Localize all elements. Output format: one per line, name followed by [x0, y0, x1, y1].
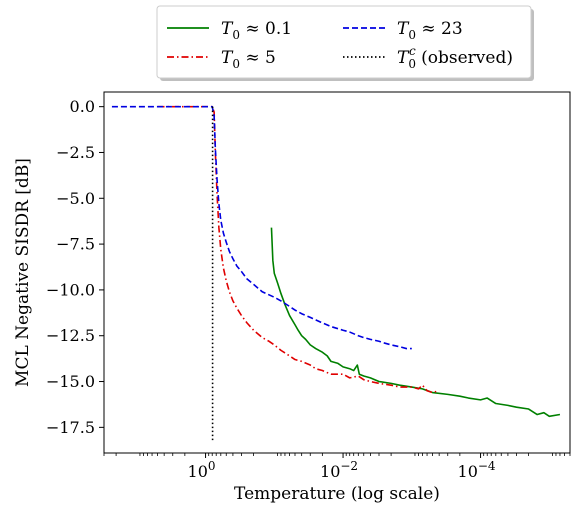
legend-label: T0 ≈ 0.1 [221, 19, 292, 42]
y-tick-label: −17.5 [46, 418, 95, 437]
legend-label: T0 ≈ 5 [221, 48, 276, 71]
plot-frame [103, 91, 571, 454]
series-line-2 [157, 105, 440, 394]
series-line-3 [111, 105, 412, 350]
legend-box [156, 5, 532, 79]
y-axis-label: MCL Negative SISDR [dB] [13, 158, 33, 387]
y-tick-label: −2.5 [56, 143, 95, 162]
axes: 0.0 −2.5 −5.0 −7.5 −10.0 −12.5 −15.0 −17.5 100 10… [46, 91, 571, 481]
x-tick-label: 10−4 [458, 459, 496, 481]
y-tick-label: −12.5 [46, 326, 95, 345]
y-tick-label: −7.5 [56, 235, 95, 254]
series-line-1 [270, 227, 561, 418]
x-tick-label: 10−2 [320, 459, 358, 481]
y-tick-label: −15.0 [46, 372, 95, 391]
x-tick-label: 100 [188, 459, 216, 481]
y-tick-label: 0.0 [70, 97, 95, 116]
series-lines [111, 105, 561, 441]
y-tick-label: −5.0 [56, 189, 95, 208]
y-tick-label: −10.0 [46, 280, 95, 299]
legend-label: T0c (observed) [397, 44, 513, 71]
legend-label: T0 ≈ 23 [397, 19, 463, 42]
x-axis-label: Temperature (log scale) [234, 484, 440, 504]
